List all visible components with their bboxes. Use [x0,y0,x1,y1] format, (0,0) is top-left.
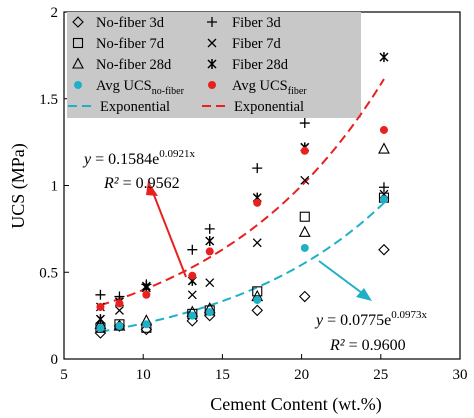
x-axis: 5 10 15 20 25 30 [60,354,468,383]
data-point-square [252,286,263,297]
legend-label: No-fiber 7d [96,36,165,52]
legend-symbol-square [72,37,84,49]
data-point-diamond [251,304,264,317]
data-point-diamond [140,323,153,336]
x-tick-label: 15 [215,367,230,383]
data-point-plus [299,118,310,129]
data-point-circle [142,320,151,329]
legend-label: No-fiber 3d [96,15,165,31]
legend-label: Fiber 28d [232,57,289,73]
data-point-circle [96,302,105,311]
data-point-cross [205,278,215,288]
data-point-circle [115,299,124,308]
legend-symbol-triangle [72,57,84,69]
data-point-star [205,236,215,247]
data-point-circle [300,146,309,155]
data-point-circle [142,290,151,299]
y-axis: 0 0.5 1 1.5 2 [39,5,69,368]
data-point-circle [253,198,262,207]
legend-symbol-diamond [72,16,84,28]
x-tick-label: 5 [60,367,68,383]
data-point-diamond [94,327,107,339]
nofiber-fit-r2: R² = 0.9600 [329,337,406,354]
y-tick-label: 1 [51,179,59,195]
y-tick-label: 2 [51,5,59,21]
x-tick-label: 20 [294,367,309,383]
data-point-plus [204,223,215,234]
fiber-fit-equation: y = 0.1584e0.0921x [82,148,195,168]
data-point-circle [205,247,214,256]
data-point-triangle [378,142,390,154]
legend-label: Exponential [234,99,304,115]
legend-label: No-fiber 28d [96,57,172,73]
data-point-diamond [298,290,311,303]
nofiber-fit-equation: y = 0.0775e0.0973x [314,309,427,329]
y-tick-label: 0.5 [39,265,58,281]
legend-symbol-plus [207,17,217,27]
data-point-cross [252,238,262,248]
data-markers [94,52,390,339]
data-point-cross [114,305,124,315]
data-point-star [379,52,389,63]
data-point-circle [300,243,309,252]
data-point-plus [252,163,263,174]
nofiber-annotation-arrow [318,260,372,301]
legend-label: Fiber 3d [232,15,281,31]
y-tick-label: 1.5 [39,92,58,108]
x-tick-label: 30 [453,367,468,383]
legend-symbol-star [207,59,217,69]
legend-symbol-circle [74,81,82,89]
fiber-fit-r2: R² = 0.9562 [103,175,180,192]
data-point-circle [205,308,214,317]
y-axis-title: UCS (MPa) [8,143,29,229]
data-point-cross [300,175,310,185]
data-point-circle [379,125,388,134]
y-tick-label: 0 [51,352,59,368]
data-point-plus [378,182,389,193]
data-point-square [299,211,310,222]
data-point-diamond [186,315,199,327]
data-point-plus [187,244,198,255]
x-axis-title: Cement Content (wt.%) [210,394,381,415]
data-point-circle [379,195,388,204]
legend-symbol-cross [207,38,217,48]
legend-label: Avg UCSfiber [232,78,307,97]
data-point-diamond [378,243,390,256]
legend-symbol-circle [208,81,216,89]
x-tick-label: 25 [373,367,388,383]
data-point-triangle [298,225,311,237]
legend: No-fiber 3d Fiber 3d No-fiber 7d Fiber 7d No… [67,12,361,118]
data-point-star [141,281,151,292]
fiber-annotation-arrow [146,181,187,278]
data-point-circle [188,271,197,280]
legend-label: Fiber 7d [232,36,281,52]
data-point-plus [95,289,106,300]
x-tick-label: 10 [136,367,151,383]
legend-label: Avg UCSno-fiber [96,78,185,97]
data-point-circle [115,322,124,331]
data-point-circle [96,323,105,332]
legend-label: Exponential [100,99,170,115]
data-point-star [95,314,105,325]
data-point-cross [187,290,197,300]
data-point-circle [188,311,197,320]
data-point-circle [253,296,262,305]
